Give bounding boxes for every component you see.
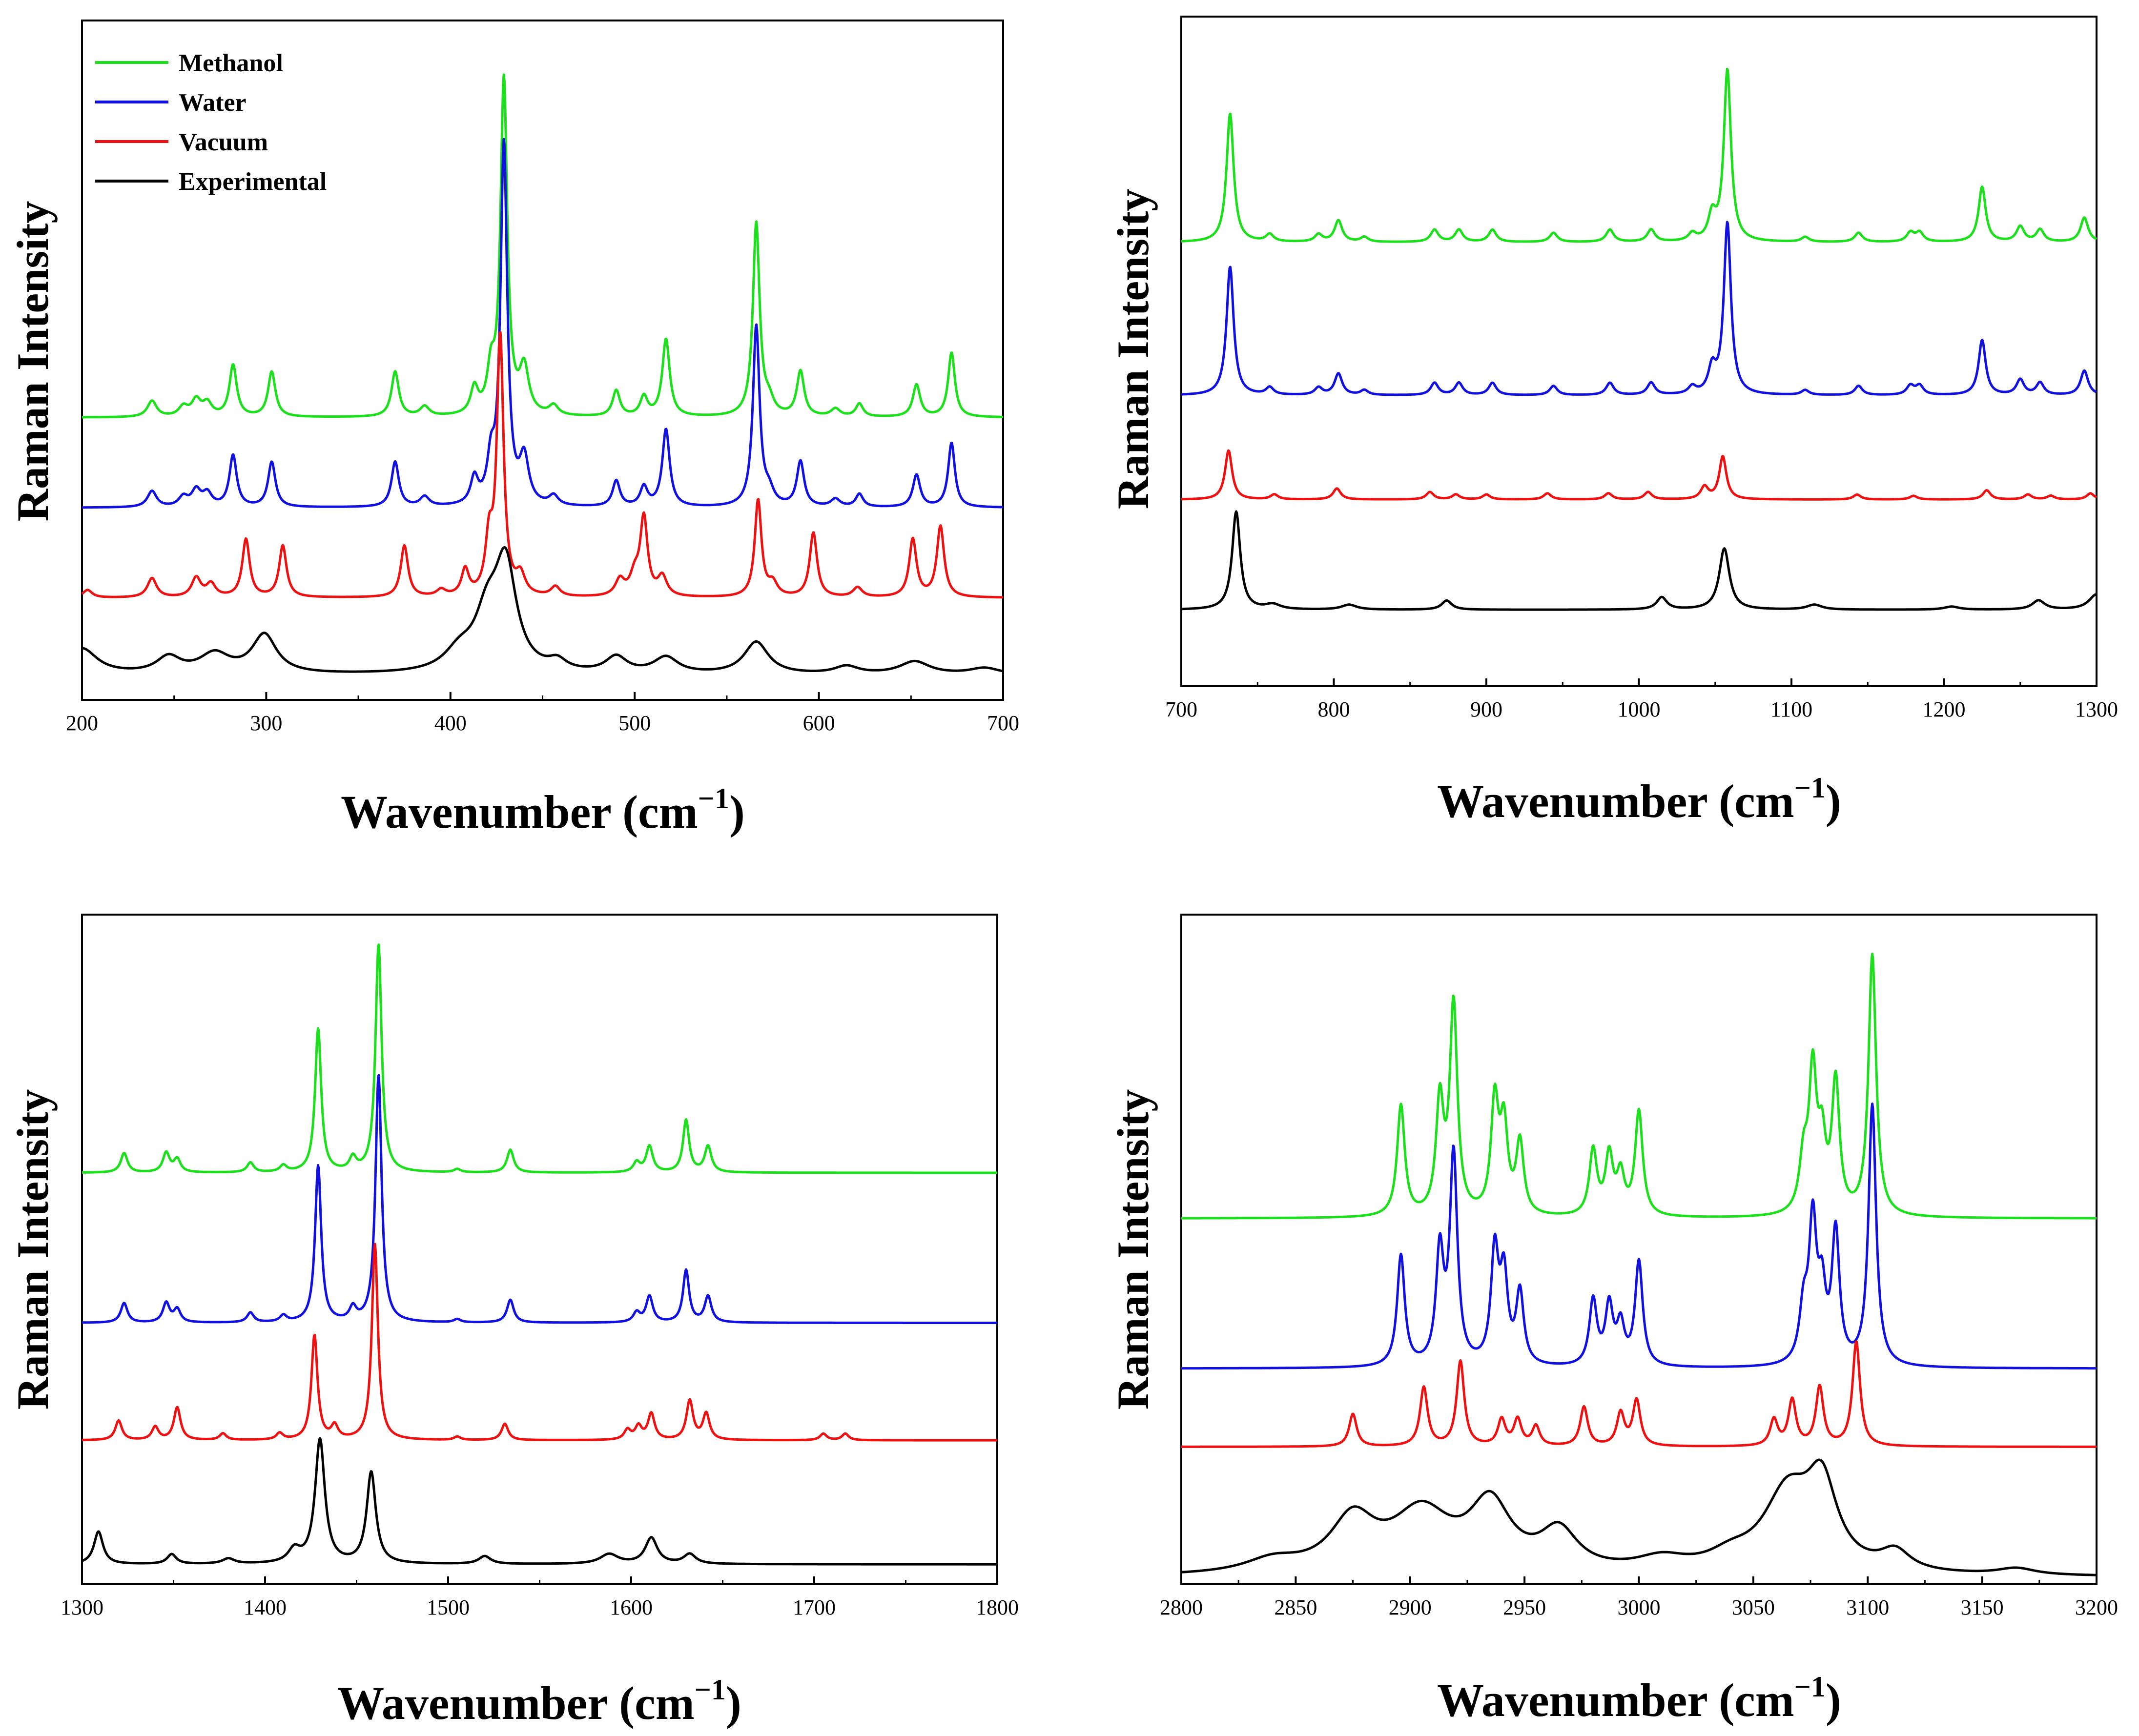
panel-b-x-axis-title-end: ) xyxy=(1826,775,1841,827)
panel-d-series-experimental xyxy=(1180,1458,2098,1576)
panel-c-series-experimental xyxy=(81,1437,998,1566)
panel-c-x-axis-title-sup: −1 xyxy=(695,1674,726,1706)
panel-d-x-axis-title-end: ) xyxy=(1826,1674,1841,1726)
panel-a: 200 300 400 500 600 700 Raman Intensity Waven… xyxy=(8,20,1019,838)
panel-d-series-vacuum xyxy=(1180,1340,2098,1448)
panel-a-ticks: 200 300 400 500 600 700 xyxy=(66,692,1019,735)
panel-d-x-tick-label: 2900 xyxy=(1389,1595,1432,1619)
panel-c-x-axis-title: Wavenumber (cm−1) xyxy=(337,1674,741,1729)
panel-a-series-methanol xyxy=(81,73,1004,419)
panel-b-x-tick-label: 900 xyxy=(1470,697,1502,721)
legend-label-vacuum: Vacuum xyxy=(179,128,268,156)
panel-b-x-tick-label: 800 xyxy=(1318,697,1350,721)
panel-b-series-experimental xyxy=(1180,510,2098,611)
panel-b-x-axis-title: Wavenumber (cm−1) xyxy=(1437,772,1841,827)
panel-b-frame xyxy=(1180,16,2098,687)
panel-b-x-tick-label: 1300 xyxy=(2075,697,2118,721)
legend-label-water: Water xyxy=(179,89,247,117)
panel-a-x-tick-label: 400 xyxy=(434,711,467,735)
panel-d-x-tick-label: 3000 xyxy=(1618,1595,1661,1619)
panel-a-x-axis-title: Wavenumber (cm−1) xyxy=(341,782,745,838)
panel-c-series-methanol xyxy=(81,943,998,1174)
panel-d-x-tick-label: 2800 xyxy=(1160,1595,1203,1619)
panel-b: 700 800 900 1000 1100 1200 1300 Raman Intensit… xyxy=(1108,16,2118,827)
panel-a-x-tick-label: 500 xyxy=(618,711,651,735)
legend-label-methanol: Methanol xyxy=(179,49,283,77)
panel-d-series-methanol xyxy=(1180,952,2098,1220)
panel-c-series-water xyxy=(81,1074,998,1324)
panel-a-series-experimental xyxy=(81,546,1004,673)
panel-c-series xyxy=(81,943,998,1566)
panel-c-x-axis-title-end: ) xyxy=(726,1677,741,1729)
panel-b-series-water xyxy=(1180,221,2098,396)
panel-c-y-axis-title: Raman Intensity xyxy=(8,1089,58,1410)
panel-b-x-tick-label: 1200 xyxy=(1923,697,1966,721)
panel-b-ticks: 700 800 900 1000 1100 1200 1300 xyxy=(1165,678,2118,721)
legend-label-experimental: Experimental xyxy=(179,168,327,196)
panel-d-x-axis-title-sup: −1 xyxy=(1794,1671,1826,1703)
panel-b-x-tick-label: 1100 xyxy=(1770,697,1812,721)
panel-d: 2800 2850 2900 2950 3000 3050 3100 3150 3200 Ram… xyxy=(1108,914,2118,1726)
panel-a-x-tick-label: 700 xyxy=(987,711,1019,735)
panel-d-y-axis-title: Raman Intensity xyxy=(1108,1089,1158,1410)
panel-b-x-tick-label: 1000 xyxy=(1618,697,1661,721)
panel-c-series-vacuum xyxy=(81,1243,998,1442)
panel-c-ticks: 1300 1400 1500 1600 1700 1800 xyxy=(61,1576,1019,1619)
panel-a-x-tick-label: 200 xyxy=(66,711,98,735)
panel-a-frame xyxy=(81,20,1004,701)
panel-b-series xyxy=(1180,67,2098,611)
panel-b-series-vacuum xyxy=(1180,449,2098,501)
panel-c-frame xyxy=(81,914,998,1585)
panel-d-x-tick-label: 3150 xyxy=(1961,1595,2004,1619)
panel-d-x-axis-title: Wavenumber (cm−1) xyxy=(1437,1671,1841,1726)
panel-c: 1300 1400 1500 1600 1700 1800 Raman Intensity… xyxy=(8,914,1019,1729)
panel-b-series-methanol xyxy=(1180,67,2098,243)
panel-c-x-tick-label: 1600 xyxy=(610,1595,653,1619)
panel-a-series xyxy=(81,73,1004,673)
legend: Methanol Water Vacuum Experimental xyxy=(95,49,327,196)
panel-a-series-vacuum xyxy=(81,331,1004,599)
panel-d-x-tick-label: 2950 xyxy=(1503,1595,1546,1619)
panel-c-x-tick-label: 1400 xyxy=(244,1595,287,1619)
panel-d-frame xyxy=(1180,914,2098,1585)
panel-c-x-tick-label: 1300 xyxy=(61,1595,103,1619)
panel-b-x-axis-title-sup: −1 xyxy=(1794,772,1826,804)
panel-d-x-tick-label: 3100 xyxy=(1846,1595,1889,1619)
panel-b-y-axis-title: Raman Intensity xyxy=(1108,189,1158,510)
panel-d-x-tick-label: 3200 xyxy=(2075,1595,2118,1619)
panel-b-x-tick-label: 700 xyxy=(1165,697,1197,721)
panel-a-series-water xyxy=(81,138,1004,509)
panel-d-series xyxy=(1180,952,2098,1576)
panel-d-ticks: 2800 2850 2900 2950 3000 3050 3100 3150 3200 xyxy=(1160,1576,2118,1619)
panel-a-x-tick-label: 600 xyxy=(803,711,835,735)
panel-c-x-tick-label: 1500 xyxy=(427,1595,470,1619)
panel-d-series-water xyxy=(1180,1103,2098,1370)
panel-a-y-axis-title: Raman Intensity xyxy=(8,201,58,522)
panel-c-x-tick-label: 1700 xyxy=(793,1595,836,1619)
panel-a-x-axis-title-end: ) xyxy=(729,786,745,838)
panel-a-x-tick-label: 300 xyxy=(250,711,282,735)
panel-d-x-tick-label: 3050 xyxy=(1732,1595,1775,1619)
panel-a-x-axis-title-sup: −1 xyxy=(698,782,729,815)
panel-d-x-tick-label: 2850 xyxy=(1274,1595,1317,1619)
panel-c-x-tick-label: 1800 xyxy=(976,1595,1019,1619)
